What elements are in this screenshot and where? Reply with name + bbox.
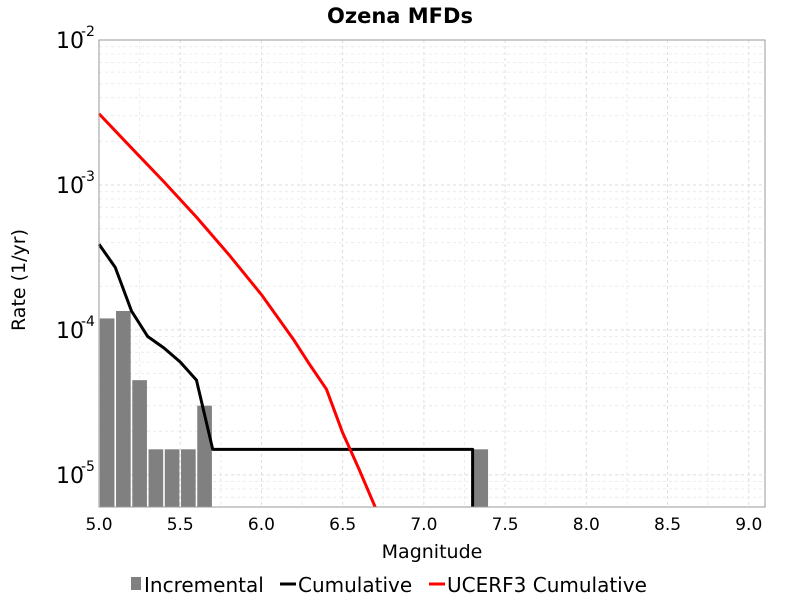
cumulative-line <box>97 243 475 507</box>
y-tick-exponent: -3 <box>81 169 95 185</box>
chart-title: Ozena MFDs <box>327 4 473 28</box>
y-tick-label: 10 <box>56 319 84 344</box>
incremental-bars <box>99 311 489 507</box>
x-tick-label: 6.0 <box>248 515 275 535</box>
y-tick-label: 10 <box>56 174 84 199</box>
y-tick-exponent: -4 <box>81 314 95 330</box>
y-tick-labels: 10-510-410-310-2 <box>56 24 95 489</box>
incremental-bar <box>473 449 489 507</box>
x-tick-label: 7.5 <box>492 515 519 535</box>
x-tick-labels: 5.0 5.5 6.0 6.5 7.0 7.5 8.0 8.5 9.0 <box>85 515 762 535</box>
incremental-bar <box>148 449 164 507</box>
legend-label: Cumulative <box>298 573 412 597</box>
y-tick-exponent: -2 <box>81 24 95 40</box>
y-tick-label: 10 <box>56 29 84 54</box>
incremental-bar <box>164 449 180 507</box>
x-tick-label: 8.5 <box>654 515 681 535</box>
legend-label: Incremental <box>144 573 264 597</box>
x-axis-label: Magnitude <box>382 541 483 563</box>
legend-label: UCERF3 Cumulative <box>447 573 647 597</box>
y-tick-exponent: -5 <box>81 459 95 475</box>
incremental-bar <box>181 449 196 507</box>
x-tick-label: 5.5 <box>167 515 194 535</box>
incremental-bar <box>99 318 115 507</box>
y-tick-label: 10 <box>56 464 84 489</box>
incremental-bar <box>116 311 131 507</box>
legend: Incremental Cumulative UCERF3 Cumulative <box>131 573 647 597</box>
ucerf3-cumulative-line <box>97 112 377 508</box>
series-lines <box>97 112 475 508</box>
plot-frame <box>98 39 766 508</box>
x-tick-label: 9.0 <box>735 515 762 535</box>
y-axis-label: Rate (1/yr) <box>8 229 30 331</box>
x-tick-label: 5.0 <box>85 515 112 535</box>
x-tick-label: 7.0 <box>410 515 437 535</box>
incremental-bar <box>132 380 147 507</box>
x-tick-label: 6.5 <box>329 515 356 535</box>
x-tick-label: 8.0 <box>573 515 600 535</box>
legend-swatch-incremental <box>131 577 141 590</box>
